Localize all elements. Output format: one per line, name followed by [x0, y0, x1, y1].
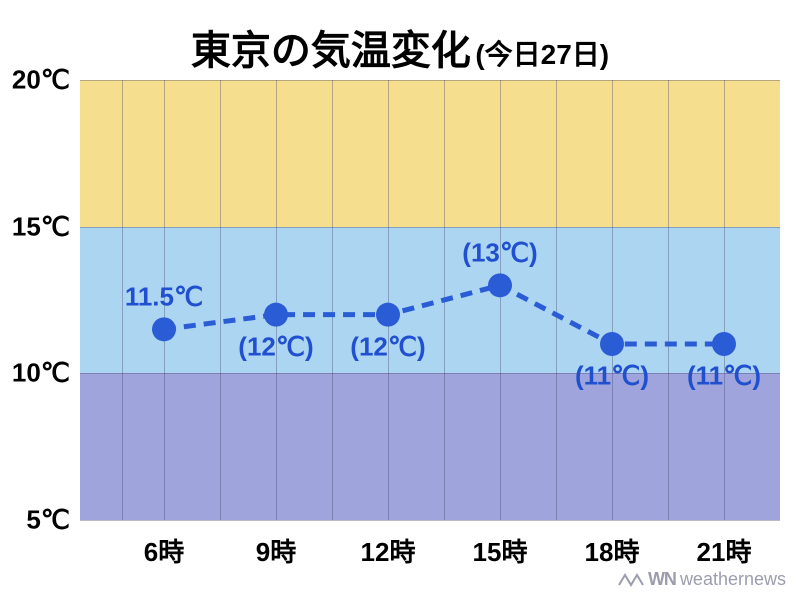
x-axis-label: 18時 [585, 532, 640, 569]
y-axis-label: 10℃ [12, 358, 70, 389]
data-point [600, 332, 624, 356]
data-point [376, 303, 400, 327]
chart-container: 東京の気温変化 (今日27日) 5℃ 10℃ 15℃ 20℃ 6時 9時 12時 15時 18時… [0, 0, 800, 600]
y-axis-label: 15℃ [12, 211, 70, 242]
point-label: (11℃) [687, 361, 761, 392]
chart-title: 東京の気温変化 (今日27日) [0, 18, 800, 76]
data-point [488, 273, 512, 297]
data-point [152, 317, 176, 341]
grid-line-h [80, 520, 780, 521]
y-axis-label: 5℃ [26, 505, 70, 536]
attribution-logo-icon [618, 571, 644, 589]
x-axis-label: 9時 [256, 532, 296, 569]
x-axis-label: 12時 [361, 532, 416, 569]
point-label: 11.5℃ [125, 282, 203, 313]
point-label: (13℃) [462, 238, 537, 269]
plot-area: 5℃10℃15℃20℃6時9時12時15時18時21時11.5℃(12℃)(12… [80, 80, 780, 520]
title-sub: (今日27日) [475, 39, 609, 70]
title-main: 東京の気温変化 [191, 29, 471, 73]
point-label: (12℃) [350, 331, 425, 362]
x-axis-label: 15時 [473, 532, 528, 569]
attribution-text: weathernews [680, 569, 786, 590]
attribution: WN weathernews [618, 569, 786, 590]
data-point [712, 332, 736, 356]
attribution-prefix: WN [648, 569, 676, 590]
y-axis-label: 20℃ [12, 65, 70, 96]
x-axis-label: 21時 [697, 532, 752, 569]
point-label: (12℃) [238, 331, 313, 362]
x-axis-label: 6時 [144, 532, 184, 569]
data-point [264, 303, 288, 327]
point-label: (11℃) [575, 361, 649, 392]
